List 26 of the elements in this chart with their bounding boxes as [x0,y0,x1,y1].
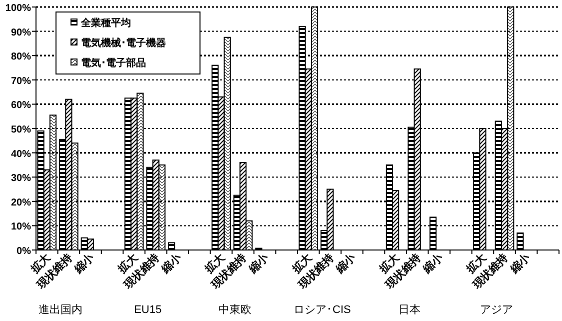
y-tick-label: 20% [10,197,32,208]
text: ロシア･CIS [294,304,351,316]
y-tick-label: 0% [16,246,32,257]
x-tick-label: 縮小 [332,250,359,276]
y-tick-label: 10% [10,222,32,233]
y-tick-label: 100% [5,3,32,14]
text: 中東欧 [218,303,252,316]
y-tick-label: 70% [10,76,32,87]
y-tick-label: 80% [10,52,32,63]
legend-label: 全業種平均 [80,17,131,29]
legend-label: 電気･電子部品 [81,57,146,69]
x-tick-label: 縮小 [245,250,272,276]
x-tick-label: 縮小 [158,250,184,276]
text: 進出国内 [38,303,83,316]
y-tick-label: 60% [10,100,32,112]
x-tick-label: 縮小 [420,250,446,276]
y-tick-label: 90% [10,27,32,38]
x-tick-label: 縮小 [71,250,98,276]
y-tick-label: 40% [10,148,32,160]
text: EU15 [134,304,162,316]
text: アジア [480,304,514,316]
y-tick-label: 50% [10,124,32,136]
legend-label: 電気機械･電子機器 [81,37,166,49]
x-tick-label: 縮小 [506,250,534,276]
text: 日本 [398,303,420,316]
y-tick-label: 30% [10,173,32,184]
